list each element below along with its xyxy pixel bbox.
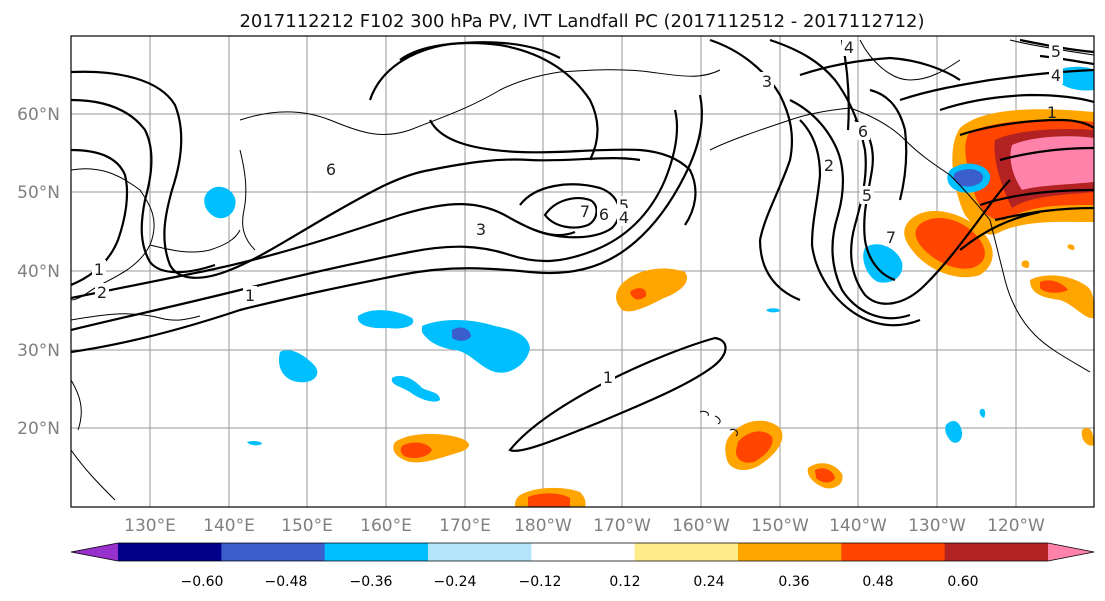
- colorbar-tick-label: −0.24: [434, 574, 477, 590]
- map-title: 2017112212 F102 300 hPa PV, IVT Landfall…: [239, 11, 924, 32]
- lon-label: 130°W: [908, 516, 966, 536]
- graticule: [71, 36, 1094, 507]
- coastlines: [71, 39, 1094, 501]
- lon-label: 140°W: [829, 516, 887, 536]
- colorbar-tick-label: 0.48: [862, 574, 893, 590]
- pv-label-6-east: 6: [858, 122, 868, 141]
- pv-label-1-jet: 1: [245, 286, 255, 305]
- lon-label: 170°W: [593, 516, 651, 536]
- lat-label: 60°N: [17, 105, 60, 125]
- lat-label: 30°N: [17, 341, 60, 361]
- pv-label-7-east: 7: [886, 228, 896, 247]
- colorbar-tick-label: −0.48: [265, 574, 308, 590]
- lon-label: 160°W: [672, 516, 730, 536]
- lon-label: 150°W: [751, 516, 809, 536]
- pv-label-4-ne: 4: [1051, 66, 1061, 85]
- colorbar-segment: [531, 543, 636, 561]
- colorbar-tick-label: 0.24: [693, 574, 724, 590]
- lon-label: 180°W: [514, 516, 572, 536]
- pv-label-3-trough: 3: [476, 220, 486, 239]
- colorbar-tick-label: 0.36: [778, 574, 809, 590]
- pv-label-7-trough: 7: [580, 202, 590, 221]
- colorbar-segment: [428, 543, 532, 561]
- pv-label-4-trough: 4: [619, 208, 629, 227]
- pv-label-2-west: 2: [97, 283, 107, 302]
- pv-label-5-ne: 5: [1051, 42, 1061, 61]
- map-frame: [70, 35, 1095, 508]
- lon-label: 150°E: [281, 516, 333, 536]
- colorbar-tick-label: 0.12: [609, 574, 640, 590]
- pv-label-1-subtropical: 1: [603, 368, 613, 387]
- colorbar-segment: [634, 543, 739, 561]
- lon-label: 140°E: [203, 516, 255, 536]
- pv-label-1-ridge: 1: [1047, 103, 1057, 122]
- pv-label-4-north: 4: [844, 38, 854, 57]
- pv-label-6-jet: 6: [326, 160, 336, 179]
- lon-label: 170°E: [439, 516, 491, 536]
- colorbar-segments: [70, 542, 1095, 562]
- pv-contours: [71, 38, 1094, 452]
- lon-label: 160°E: [360, 516, 412, 536]
- lat-label: 20°N: [17, 419, 60, 439]
- colorbar-segment: [738, 543, 842, 561]
- colorbar-tick-label: 0.60: [947, 574, 978, 590]
- colorbar-extend-min: [71, 543, 118, 561]
- colorbar-outline: [70, 542, 1095, 562]
- colorbar-segment: [118, 543, 222, 561]
- longitude-labels: 130°E 140°E 150°E 160°E 170°E 180°W 170°…: [124, 516, 1045, 536]
- contour-labels: 1 2 1 6 3 7 6 5 4 1 3 2 6 5: [92, 38, 1063, 387]
- pv-label-5-trough: 5: [619, 196, 629, 215]
- pv-label-6-trough: 6: [599, 205, 609, 224]
- pv-label-1-west: 1: [94, 260, 104, 279]
- colorbar-segment: [944, 543, 1049, 561]
- lon-label: 120°W: [987, 516, 1045, 536]
- colorbar-extend-max: [1048, 543, 1094, 561]
- pv-label-2-east: 2: [824, 156, 834, 175]
- lon-label: 130°E: [124, 516, 176, 536]
- colorbar-segment: [324, 543, 429, 561]
- pv-label-5-east: 5: [862, 186, 872, 205]
- colorbar-segment: [221, 543, 326, 561]
- colorbar: −0.60 −0.48 −0.36 −0.24 −0.12 0.12 0.24 …: [70, 542, 1095, 590]
- colorbar-tick-label: −0.12: [519, 574, 562, 590]
- colorbar-tick-label: −0.36: [350, 574, 393, 590]
- pv-label-3-ridge: 3: [762, 72, 772, 91]
- colorbar-segment: [841, 543, 946, 561]
- colorbar-labels: −0.60 −0.48 −0.36 −0.24 −0.12 0.12 0.24 …: [181, 574, 979, 590]
- colorbar-tick-label: −0.60: [181, 574, 224, 590]
- lat-label: 40°N: [17, 262, 60, 282]
- latitude-labels: 60°N 50°N 40°N 30°N 20°N: [17, 105, 60, 439]
- lat-label: 50°N: [17, 183, 60, 203]
